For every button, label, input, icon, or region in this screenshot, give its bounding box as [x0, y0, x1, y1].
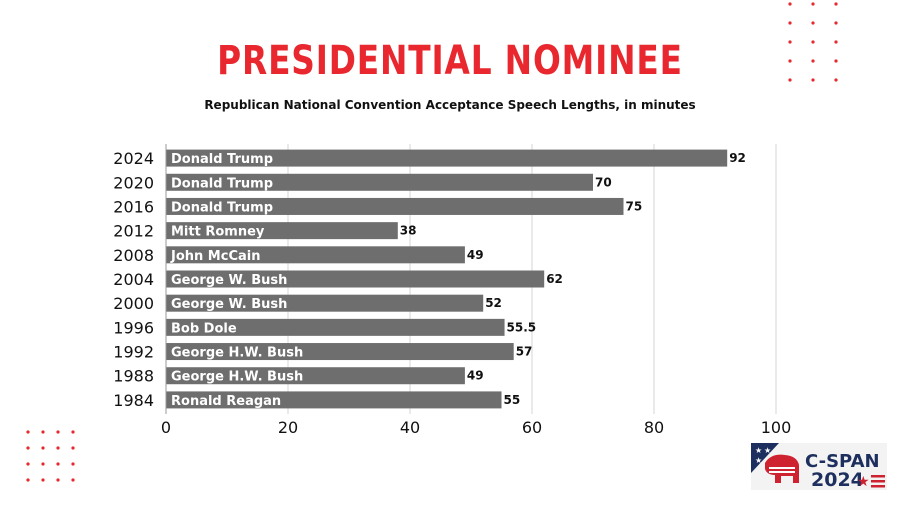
data-label: 49	[467, 248, 484, 262]
data-label: 62	[546, 272, 563, 286]
decorative-dot	[834, 78, 838, 82]
bar-label: George W. Bush	[171, 273, 287, 288]
y-tick-label: 2004	[113, 270, 154, 289]
decorative-dot	[56, 430, 60, 434]
decorative-dot	[41, 446, 45, 450]
decorative-dot	[788, 78, 792, 82]
data-label: 38	[400, 224, 417, 238]
y-tick-label: 1996	[113, 318, 154, 337]
y-tick-label: 1988	[113, 367, 154, 386]
bar-label: Mitt Romney	[171, 225, 265, 240]
decorative-dot	[834, 2, 838, 6]
bar	[166, 173, 593, 191]
elephant-icon	[765, 454, 799, 483]
y-tick-label: 1992	[113, 343, 154, 362]
svg-text:★: ★	[755, 446, 762, 455]
bar-label: Donald Trump	[171, 176, 273, 191]
x-tick-label: 80	[644, 418, 664, 437]
bar-label: Bob Dole	[171, 321, 237, 336]
bar-label: John McCain	[170, 249, 260, 264]
data-label: 55	[504, 393, 521, 407]
bar	[166, 149, 728, 167]
data-label: 57	[516, 345, 533, 359]
chart-subtitle: Republican National Convention Acceptanc…	[204, 98, 696, 112]
bar-label: Donald Trump	[171, 152, 273, 167]
decorative-dot	[26, 430, 30, 434]
x-tick-label: 40	[400, 418, 420, 437]
svg-text:★: ★	[755, 456, 762, 465]
y-tick-label: 2012	[113, 222, 154, 241]
decorative-dot	[834, 59, 838, 63]
decorative-dot	[41, 462, 45, 466]
bar	[166, 391, 502, 409]
data-label: 55.5	[507, 320, 537, 334]
decorative-dot	[26, 462, 30, 466]
logo-stripes-icon	[871, 475, 885, 488]
decorative-dots-bottom-left	[26, 430, 75, 482]
logo-year: 2024	[811, 469, 864, 490]
svg-text:★: ★	[764, 446, 771, 455]
data-label: 70	[595, 175, 612, 189]
decorative-dot	[811, 21, 815, 25]
decorative-dot	[811, 59, 815, 63]
x-tick-label: 100	[761, 418, 792, 437]
data-label: 52	[485, 296, 502, 310]
decorative-dot	[71, 462, 75, 466]
decorative-dot	[56, 462, 60, 466]
decorative-dot	[71, 478, 75, 482]
y-tick-label: 2024	[113, 149, 154, 168]
data-label: 49	[467, 369, 484, 383]
y-tick-label: 2016	[113, 197, 154, 216]
y-tick-label: 2008	[113, 246, 154, 265]
decorative-dot	[834, 21, 838, 25]
decorative-dot	[788, 40, 792, 44]
bar	[166, 270, 545, 288]
bar-label: Donald Trump	[171, 200, 273, 215]
cspan-2024-logo: ★ ★ ★ C-SPAN 2024 ★	[751, 443, 887, 491]
decorative-dot	[41, 478, 45, 482]
decorative-dot	[71, 446, 75, 450]
data-label: 92	[729, 151, 746, 165]
decorative-dot	[788, 2, 792, 6]
decorative-dot	[811, 40, 815, 44]
bar-label: George W. Bush	[171, 297, 287, 312]
bar	[166, 197, 624, 215]
bar	[166, 318, 505, 336]
bar-label: George H.W. Bush	[171, 346, 303, 361]
y-tick-label: 1984	[113, 391, 154, 410]
decorative-dot	[788, 59, 792, 63]
bar	[166, 246, 465, 264]
y-tick-label: 2020	[113, 173, 154, 192]
y-tick-label: 2000	[113, 294, 154, 313]
data-label: 75	[626, 199, 643, 213]
bar-label: Ronald Reagan	[171, 394, 281, 409]
x-tick-label: 20	[278, 418, 298, 437]
bar	[166, 222, 398, 240]
x-tick-label: 0	[161, 418, 171, 437]
decorative-dot	[811, 78, 815, 82]
x-tick-label: 60	[522, 418, 542, 437]
decorative-dot	[56, 446, 60, 450]
decorative-dot	[41, 430, 45, 434]
chart-title: PRESIDENTIAL NOMINEE	[217, 38, 683, 84]
bar-label: George H.W. Bush	[171, 370, 303, 385]
flag-stars-icon: ★ ★ ★	[751, 443, 779, 473]
decorative-dot	[56, 478, 60, 482]
bar	[166, 367, 465, 385]
decorative-dot	[71, 430, 75, 434]
decorative-dot	[26, 446, 30, 450]
decorative-dot	[834, 40, 838, 44]
decorative-dots-top-right	[788, 2, 838, 82]
decorative-dot	[811, 2, 815, 6]
bar	[166, 343, 514, 361]
decorative-dot	[788, 21, 792, 25]
logo-name: C-SPAN	[805, 451, 880, 472]
bar	[166, 294, 484, 312]
logo-star-icon: ★	[857, 474, 870, 490]
decorative-dot	[26, 478, 30, 482]
